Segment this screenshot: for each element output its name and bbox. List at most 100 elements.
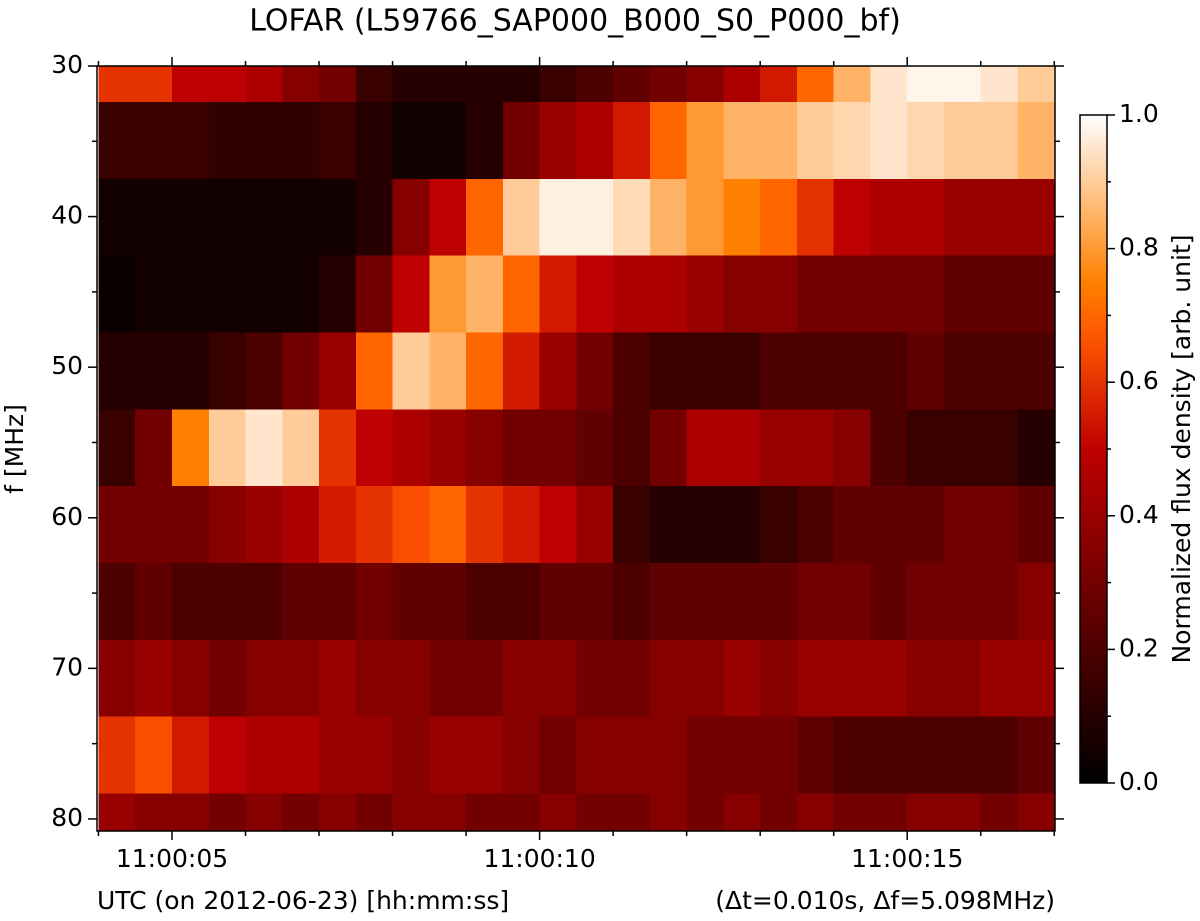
heatmap-cell bbox=[282, 793, 320, 832]
heatmap-cell bbox=[208, 639, 247, 718]
heatmap-cell bbox=[980, 639, 1019, 718]
heatmap-cell bbox=[760, 562, 798, 641]
heatmap-cell bbox=[429, 255, 467, 334]
heatmap-cell bbox=[539, 793, 577, 832]
heatmap-cell bbox=[870, 639, 908, 718]
y-axis-label: f [MHz] bbox=[0, 404, 29, 494]
heatmap-cell bbox=[943, 716, 982, 794]
heatmap-cell bbox=[502, 66, 541, 103]
heatmap-cell bbox=[282, 66, 320, 103]
heatmap-cell bbox=[245, 409, 283, 487]
heatmap-cell bbox=[539, 716, 577, 794]
heatmap-cell bbox=[466, 66, 504, 103]
heatmap-cell bbox=[466, 332, 504, 410]
heatmap-cell bbox=[649, 639, 688, 718]
heatmap-cell bbox=[870, 409, 908, 487]
heatmap-cell bbox=[539, 639, 577, 718]
heatmap-cell bbox=[796, 639, 835, 718]
heatmap-cell bbox=[723, 793, 761, 832]
heatmap-cell bbox=[171, 102, 210, 180]
heatmap-cell bbox=[796, 102, 835, 180]
heatmap-cell bbox=[1017, 255, 1055, 334]
heatmap-cell bbox=[576, 562, 614, 641]
heatmap-cell bbox=[907, 793, 945, 832]
heatmap-cell bbox=[208, 486, 247, 564]
heatmap-cell bbox=[392, 66, 430, 103]
heatmap-cell bbox=[943, 562, 982, 641]
heatmap-cell bbox=[135, 255, 173, 334]
heatmap-cell bbox=[943, 66, 982, 103]
heatmap-cell bbox=[686, 255, 725, 334]
heatmap-cell bbox=[723, 332, 761, 410]
heatmap-cell bbox=[539, 332, 577, 410]
heatmap-cell bbox=[282, 562, 320, 641]
heatmap-cell bbox=[392, 486, 430, 564]
heatmap-cell bbox=[245, 255, 283, 334]
heatmap-cell bbox=[870, 255, 908, 334]
heatmap-cell bbox=[355, 793, 394, 832]
heatmap-cell bbox=[466, 178, 504, 257]
heatmap-cell bbox=[466, 486, 504, 564]
heatmap-cell bbox=[796, 178, 835, 257]
heatmap-cell bbox=[870, 562, 908, 641]
heatmap-cell bbox=[576, 66, 614, 103]
heatmap-cell bbox=[760, 639, 798, 718]
heatmap-cell bbox=[539, 409, 577, 487]
colorbar bbox=[1079, 114, 1108, 784]
heatmap-cell bbox=[686, 486, 725, 564]
heatmap-cell bbox=[796, 562, 835, 641]
heatmap-cell bbox=[833, 178, 872, 257]
heatmap-cell bbox=[502, 409, 541, 487]
heatmap-cell bbox=[613, 409, 651, 487]
heatmap-cell bbox=[282, 486, 320, 564]
heatmap-cell bbox=[833, 562, 872, 641]
heatmap-cell bbox=[796, 332, 835, 410]
heatmap-cell bbox=[98, 793, 136, 832]
y-tick-label: 60 bbox=[51, 502, 83, 531]
heatmap-cell bbox=[98, 178, 136, 257]
heatmap-cell bbox=[466, 102, 504, 180]
heatmap-cell bbox=[392, 562, 430, 641]
heatmap-cell bbox=[355, 562, 394, 641]
heatmap-cell bbox=[319, 102, 357, 180]
heatmap-cell bbox=[245, 793, 283, 832]
heatmap-cell bbox=[245, 716, 283, 794]
heatmap-cell bbox=[870, 486, 908, 564]
heatmap-cell bbox=[613, 716, 651, 794]
heatmap-cell bbox=[943, 639, 982, 718]
heatmap-cell bbox=[943, 409, 982, 487]
heatmap-cell bbox=[686, 409, 725, 487]
heatmap-cell bbox=[355, 255, 394, 334]
colorbar-tick-label: 0.0 bbox=[1119, 767, 1159, 796]
heatmap-cell bbox=[833, 409, 872, 487]
heatmap-cell bbox=[613, 66, 651, 103]
heatmap-cell bbox=[245, 332, 283, 410]
heatmap-cell bbox=[833, 639, 872, 718]
heatmap-cell bbox=[686, 716, 725, 794]
heatmap-cell bbox=[392, 409, 430, 487]
heatmap-cell bbox=[613, 486, 651, 564]
heatmap-cell bbox=[613, 332, 651, 410]
heatmap-cell bbox=[980, 66, 1019, 103]
heatmap-cell bbox=[282, 332, 320, 410]
heatmap-cell bbox=[576, 716, 614, 794]
heatmap-cell bbox=[907, 332, 945, 410]
heatmap-cell bbox=[760, 486, 798, 564]
heatmap-cell bbox=[319, 332, 357, 410]
heatmap-cell bbox=[319, 562, 357, 641]
heatmap-cell bbox=[208, 66, 247, 103]
heatmap-cell bbox=[796, 66, 835, 103]
heatmap-cell bbox=[392, 716, 430, 794]
heatmap-cell bbox=[245, 639, 283, 718]
heatmap-cell bbox=[760, 66, 798, 103]
heatmap-cell bbox=[319, 639, 357, 718]
heatmap-cell bbox=[539, 486, 577, 564]
heatmap-cell bbox=[135, 716, 173, 794]
heatmap-cell bbox=[539, 178, 577, 257]
heatmap-cell bbox=[870, 332, 908, 410]
heatmap-cell bbox=[1017, 562, 1055, 641]
heatmap-cell bbox=[576, 639, 614, 718]
heatmap-cell bbox=[907, 639, 945, 718]
heatmap-cell bbox=[429, 178, 467, 257]
